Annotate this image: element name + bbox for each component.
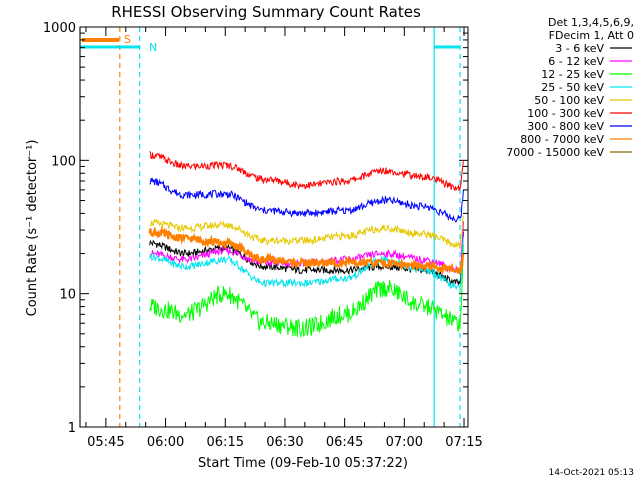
x-tick-label: 06:15 <box>207 435 244 450</box>
x-tick-label: 07:00 <box>386 435 423 450</box>
legend-label: 7000 - 15000 keV <box>506 146 604 159</box>
y-tick-label: 100 <box>51 154 76 169</box>
legend-label: 6 - 12 keV <box>548 55 604 68</box>
series-line-100-300-kev <box>149 151 464 192</box>
y-tick-label: 1 <box>68 421 76 436</box>
x-axis-label: Start Time (09-Feb-10 05:37:22) <box>198 456 408 471</box>
series-line-50-100-kev <box>149 215 464 249</box>
observing-markers <box>79 27 461 427</box>
x-tick-label: 07:15 <box>445 435 482 450</box>
series-line-12-25-kev <box>149 244 464 339</box>
chart-title: RHESSI Observing Summary Count Rates <box>111 3 421 21</box>
x-tick-label: 06:30 <box>266 435 303 450</box>
flag-label-s: S <box>124 33 131 46</box>
legend: Det 1,3,4,5,6,9, FDecim 1, Att 0 3 - 6 k… <box>506 16 634 159</box>
series-line-300-800-kev <box>149 177 464 223</box>
legend-label: 800 - 7000 keV <box>520 133 604 146</box>
y-tick-label: 10 <box>59 288 76 303</box>
plot-frame <box>79 26 469 428</box>
legend-label: 25 - 50 keV <box>541 81 604 94</box>
x-tick-label: 06:00 <box>147 435 184 450</box>
series-line-25-50-kev <box>149 237 464 291</box>
legend-header-line-1: Det 1,3,4,5,6,9, <box>548 16 634 29</box>
series-layer <box>148 151 465 339</box>
legend-header-line-2: FDecim 1, Att 0 <box>549 29 634 42</box>
series-line-800-7000-kev <box>148 225 465 276</box>
axes: 1 10 100 1000 05:45 06:00 06:15 06:30 06:45 07:00… <box>43 21 483 450</box>
y-tick-label: 1000 <box>43 21 76 36</box>
x-tick-label: 06:45 <box>326 435 363 450</box>
legend-label: 300 - 800 keV <box>527 120 604 133</box>
legend-label: 3 - 6 keV <box>555 42 604 55</box>
x-tick-label: 05:45 <box>87 435 124 450</box>
legend-label: 12 - 25 keV <box>541 68 604 81</box>
footer-date: 14-Oct-2021 05:13 <box>549 468 634 478</box>
legend-label: 100 - 300 keV <box>527 107 604 120</box>
legend-label: 50 - 100 keV <box>534 94 604 107</box>
y-axis-label: Count Rate (s⁻¹ detector⁻¹) <box>25 140 40 317</box>
flag-label-n: N <box>149 41 157 54</box>
